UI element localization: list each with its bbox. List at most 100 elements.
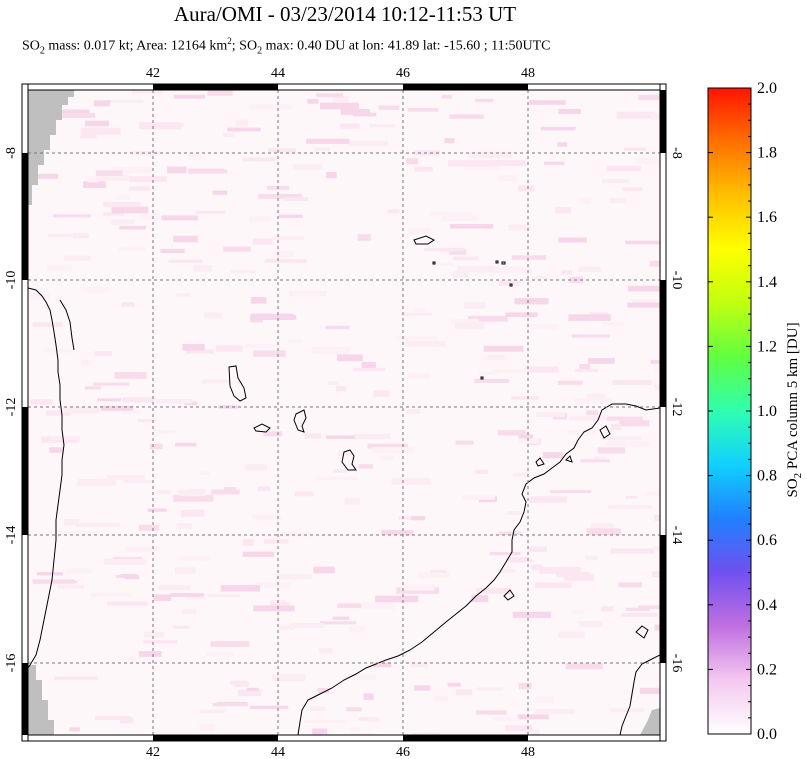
- so2-pixel: [586, 393, 605, 399]
- so2-pixel: [387, 209, 400, 214]
- so2-pixel: [455, 440, 474, 445]
- so2-pixel: [491, 369, 528, 373]
- so2-pixel: [580, 197, 591, 205]
- subtitle-text-4: max: 0.40 DU at lon: 41.89 lat: -15.60 ;…: [262, 38, 551, 54]
- so2-pixel: [138, 419, 157, 423]
- so2-pixel: [250, 705, 289, 709]
- so2-pixel: [532, 276, 547, 279]
- so2-pixel: [464, 165, 500, 171]
- so2-pixel: [590, 523, 613, 530]
- so2-pixel: [518, 438, 540, 444]
- east-islet: [635, 625, 649, 639]
- so2-pixel: [505, 312, 538, 317]
- frame-top-seg-1: [153, 84, 278, 90]
- so2-pixel: [250, 313, 294, 320]
- colorbar-tick-label: 1.6: [757, 209, 777, 226]
- so2-pixel: [607, 416, 643, 421]
- so2-pixel: [63, 407, 101, 414]
- madagascar-islets: [503, 425, 611, 601]
- so2-pixel: [535, 412, 566, 417]
- so2-pixel: [447, 682, 461, 687]
- so2-pixel: [529, 100, 566, 105]
- so2-pixel: [294, 491, 314, 497]
- so2-pixel: [264, 539, 289, 544]
- so2-pixel: [188, 153, 201, 160]
- so2-pixel: [373, 390, 390, 397]
- so2-pixel: [453, 256, 479, 261]
- so2-pixel: [263, 431, 283, 437]
- so2-pixel: [95, 174, 130, 181]
- so2-pixel: [475, 588, 511, 594]
- so2-pixel: [246, 687, 259, 691]
- so2-pixel: [104, 558, 146, 566]
- so2-pixel: [557, 142, 568, 147]
- so2-pixel: [621, 612, 658, 617]
- frame-left-seg-2: [22, 407, 28, 535]
- so2-pixel: [173, 625, 189, 629]
- so2-pixel: [234, 681, 249, 687]
- so2-pixel: [378, 105, 400, 110]
- so2-pixel: [609, 198, 627, 204]
- africa-coastline: [28, 287, 65, 669]
- no-data-bottom: [28, 665, 54, 735]
- so2-pixel: [54, 531, 99, 536]
- so2-pixel: [362, 602, 395, 610]
- so2-pixel: [530, 324, 558, 330]
- so2-pixel: [250, 297, 267, 304]
- so2-pixel: [654, 384, 660, 390]
- so2-pixel: [268, 148, 296, 153]
- so2-pixel: [650, 113, 660, 120]
- so2-pixel: [569, 415, 607, 421]
- lat-labels: -8 -10 -12 -14 -16 -8 -10 -12 -14 -16: [4, 147, 684, 672]
- lat-label-left-14: -14: [4, 526, 19, 545]
- so2-pixel: [511, 396, 539, 400]
- colorbar-tick-label: 1.4: [757, 274, 777, 291]
- so2-pixel: [469, 151, 512, 159]
- so2-pixel: [128, 186, 150, 191]
- so2-pixel: [483, 345, 524, 352]
- so2-pixel: [138, 524, 159, 531]
- so2-pixel: [272, 674, 306, 681]
- frame-bottom-seg-2: [403, 735, 528, 741]
- so2-pixel: [610, 708, 644, 713]
- so2-pixel: [555, 207, 571, 214]
- colorbar-tick-label: 1.2: [757, 338, 777, 355]
- so2-pixel: [100, 405, 134, 411]
- so2-pixel: [292, 164, 323, 170]
- so2-pixel: [160, 248, 185, 253]
- so2-pixel: [186, 349, 214, 354]
- so2-pixel: [132, 90, 164, 94]
- so2-speckle-layer: [29, 90, 660, 735]
- so2-pixel: [149, 443, 163, 450]
- so2-pixel: [497, 175, 517, 182]
- so2-pixel: [475, 98, 494, 103]
- so2-pixel: [207, 593, 241, 598]
- so2-pixel: [578, 266, 602, 272]
- so2-pixel: [80, 134, 97, 139]
- so2-pixel: [608, 505, 653, 509]
- so2-pixel: [649, 260, 660, 267]
- colorbar-tick-label: 0.2: [757, 661, 777, 678]
- so2-pixel: [452, 271, 469, 278]
- so2-pixel: [170, 593, 204, 597]
- so2-pixel: [363, 693, 374, 701]
- so2-pixel: [379, 455, 394, 461]
- so2-pixel: [290, 623, 325, 628]
- so2-pixel: [353, 367, 386, 371]
- mayotte: [341, 449, 357, 471]
- so2-pixel: [348, 140, 388, 147]
- so2-pixel: [606, 441, 650, 448]
- so2-pixel: [441, 95, 453, 99]
- so2-pixel: [498, 280, 520, 286]
- so2-pixel: [119, 225, 146, 230]
- so2-pixel: [120, 574, 137, 578]
- so2-pixel: [52, 214, 91, 218]
- so2-pixel: [85, 120, 109, 127]
- colorbar-label-a: SO: [785, 478, 801, 497]
- so2-pixel: [574, 398, 612, 404]
- so2-pixel: [391, 478, 432, 485]
- so2-pixel: [555, 571, 590, 578]
- so2-pixel: [154, 430, 176, 434]
- so2-pixel: [476, 710, 507, 715]
- so2-pixel: [129, 176, 167, 182]
